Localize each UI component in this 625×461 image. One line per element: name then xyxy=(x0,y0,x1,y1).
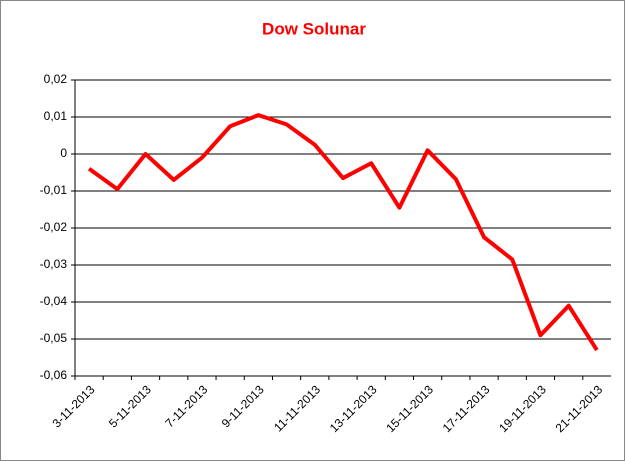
y-tick-label: -0,05 xyxy=(40,331,68,345)
y-tick-label: -0,04 xyxy=(40,294,68,308)
y-tick-label: 0,02 xyxy=(44,72,68,86)
line-series xyxy=(87,113,599,352)
y-tick-label: 0,01 xyxy=(44,109,68,123)
y-tick-label: -0,01 xyxy=(40,183,68,197)
y-tick-label: 0 xyxy=(60,146,67,160)
chart-title: Dow Solunar xyxy=(262,19,366,38)
y-tick-label: -0,06 xyxy=(40,368,68,382)
y-tick-label: -0,02 xyxy=(40,220,68,234)
y-tick-label: -0,03 xyxy=(40,257,68,271)
